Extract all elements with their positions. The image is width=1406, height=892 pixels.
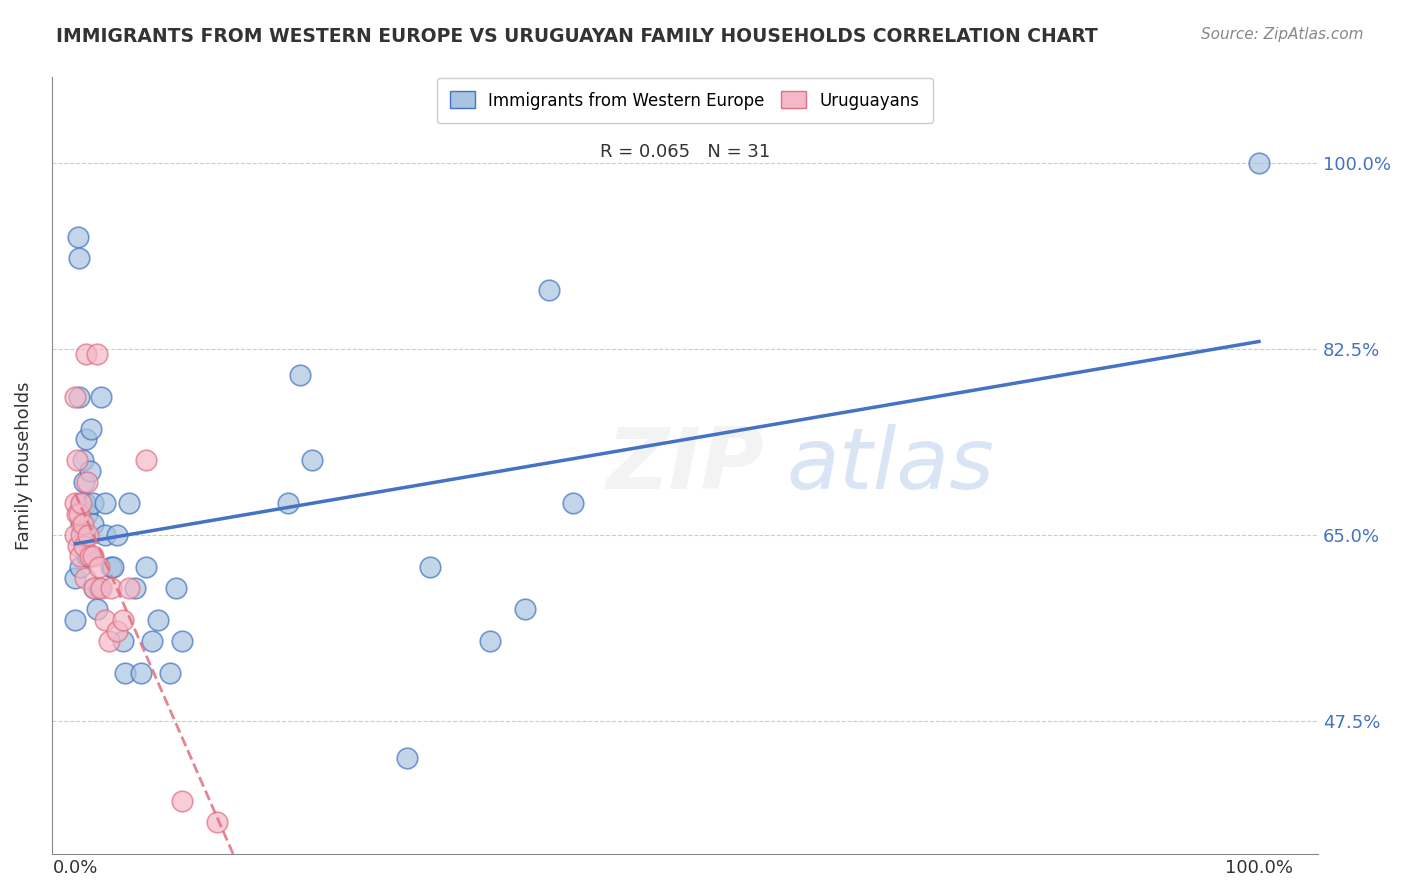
Point: [75, 432, 97, 446]
Point: [135, 560, 157, 574]
Point: [73, 475, 96, 489]
Point: [79, 464, 101, 478]
Point: [100, 560, 122, 574]
Point: [80, 421, 103, 435]
Point: [76, 475, 98, 489]
Point: [76, 549, 98, 564]
Point: [87, 581, 110, 595]
Text: ZIP: ZIP: [606, 425, 763, 508]
Text: R = 0.453   N = 50: R = 0.453 N = 50: [600, 104, 770, 122]
Point: [86, 347, 108, 361]
Point: [65, 390, 87, 404]
Point: [73, 539, 96, 553]
Point: [100, 581, 122, 595]
Point: [87, 560, 110, 574]
Point: [111, 613, 134, 627]
Point: [76, 507, 98, 521]
Point: [1247, 155, 1270, 169]
Point: [114, 666, 136, 681]
Point: [70, 528, 93, 542]
Point: [69, 560, 91, 574]
Point: [70, 496, 93, 510]
Point: [478, 634, 501, 648]
Point: [561, 496, 583, 510]
Point: [103, 560, 125, 574]
Point: [419, 560, 441, 574]
Point: [70, 517, 93, 532]
Point: [67, 390, 90, 404]
Point: [159, 666, 181, 681]
Point: [65, 453, 87, 467]
Point: [118, 496, 141, 510]
Point: [111, 634, 134, 648]
Point: [129, 666, 152, 681]
Point: [65, 570, 87, 584]
Point: [65, 496, 87, 510]
Point: [86, 602, 108, 616]
Text: Source: ZipAtlas.com: Source: ZipAtlas.com: [1201, 27, 1364, 42]
Point: [75, 347, 97, 361]
Point: [170, 634, 193, 648]
Point: [79, 549, 101, 564]
Point: [301, 453, 323, 467]
Point: [82, 549, 104, 564]
Point: [165, 581, 187, 595]
Point: [77, 549, 100, 564]
Point: [82, 517, 104, 532]
Point: [66, 539, 89, 553]
Point: [124, 581, 146, 595]
Point: [66, 230, 89, 244]
Point: [82, 496, 104, 510]
Point: [94, 613, 117, 627]
Point: [277, 496, 299, 510]
Text: R = 0.065   N = 31: R = 0.065 N = 31: [600, 144, 770, 161]
Point: [65, 507, 87, 521]
Point: [515, 602, 537, 616]
Text: IMMIGRANTS FROM WESTERN EUROPE VS URUGUAYAN FAMILY HOUSEHOLDS CORRELATION CHART: IMMIGRANTS FROM WESTERN EUROPE VS URUGUA…: [56, 27, 1098, 45]
Point: [73, 528, 96, 542]
Point: [290, 368, 312, 383]
Point: [72, 453, 94, 467]
Point: [105, 528, 128, 542]
Point: [83, 581, 105, 595]
Point: [105, 624, 128, 638]
Point: [72, 517, 94, 532]
Point: [90, 390, 112, 404]
Point: [395, 751, 418, 765]
Y-axis label: Family Households: Family Households: [15, 382, 32, 550]
Point: [118, 581, 141, 595]
Point: [67, 507, 90, 521]
Point: [97, 634, 120, 648]
Point: [207, 815, 229, 830]
Point: [73, 570, 96, 584]
Point: [73, 496, 96, 510]
Point: [67, 252, 90, 266]
Point: [94, 528, 117, 542]
Point: [70, 496, 93, 510]
Point: [90, 581, 112, 595]
Point: [65, 613, 87, 627]
Point: [141, 634, 163, 648]
Point: [170, 794, 193, 808]
Point: [537, 283, 560, 297]
Point: [148, 613, 170, 627]
Point: [77, 528, 100, 542]
Point: [94, 496, 117, 510]
Point: [135, 453, 157, 467]
Point: [65, 528, 87, 542]
Text: atlas: atlas: [786, 425, 994, 508]
Point: [83, 581, 105, 595]
Point: [69, 549, 91, 564]
Legend: Immigrants from Western Europe, Uruguayans: Immigrants from Western Europe, Uruguaya…: [437, 78, 934, 123]
